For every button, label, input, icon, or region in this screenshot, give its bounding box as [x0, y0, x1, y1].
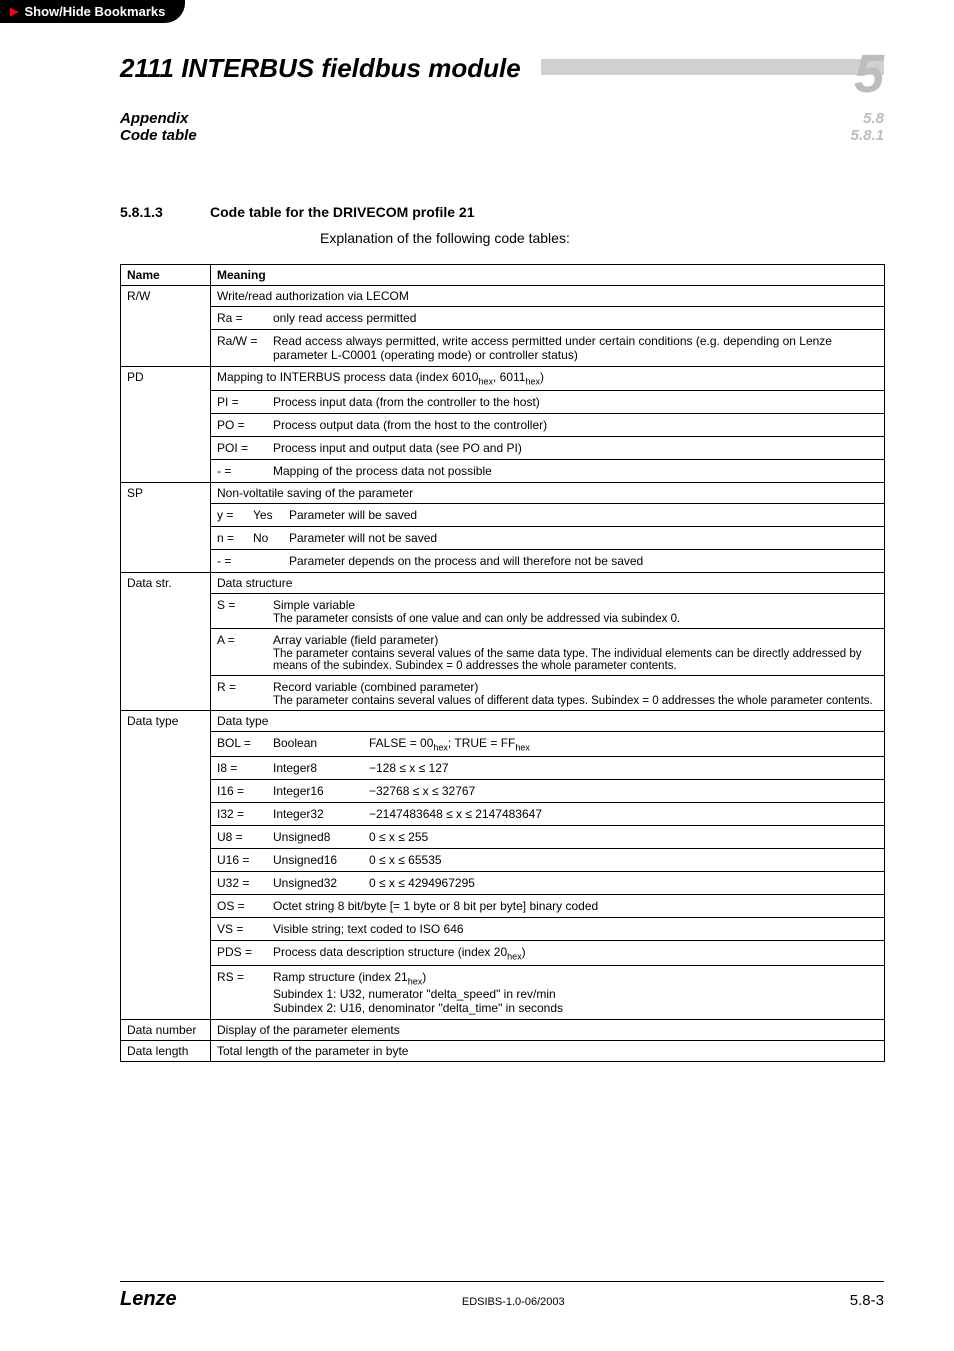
cell-meaning: Ra =only read access permitted [211, 307, 885, 330]
table-row: SP Non-voltatile saving of the parameter [121, 482, 885, 503]
cell-name: R/W [121, 286, 211, 367]
sub-header: Appendix Code table 5.8 5.8.1 [120, 110, 884, 144]
cell-meaning: U16 =Unsigned160 ≤ x ≤ 65535 [211, 848, 885, 871]
cell-meaning: PO =Process output data (from the host t… [211, 413, 885, 436]
table-row: Data length Total length of the paramete… [121, 1040, 885, 1061]
cell-meaning: n =NoParameter will not be saved [211, 526, 885, 549]
cell-name: Data number [121, 1019, 211, 1040]
page-content: 2111 INTERBUS fieldbus module 5 Appendix… [0, 23, 954, 1062]
table-header-row: Name Meaning [121, 265, 885, 286]
cell-meaning: OS =Octet string 8 bit/byte [= 1 byte or… [211, 894, 885, 917]
table-row: - =Mapping of the process data not possi… [121, 459, 885, 482]
cell-meaning: R =Record variable (combined parameter)T… [211, 675, 885, 710]
cell-meaning: Total length of the parameter in byte [211, 1040, 885, 1061]
sub-left: Appendix Code table [120, 110, 197, 144]
cell-header: Mapping to INTERBUS process data (index … [211, 367, 885, 390]
cell-meaning: U32 =Unsigned320 ≤ x ≤ 4294967295 [211, 871, 885, 894]
cell-meaning: RS =Ramp structure (index 21hex)Subindex… [211, 966, 885, 1019]
table-row: y =YesParameter will be saved [121, 503, 885, 526]
cell-meaning: I16 =Integer16−32768 ≤ x ≤ 32767 [211, 779, 885, 802]
table-row: Ra/W =Read access always permitted, writ… [121, 330, 885, 367]
title-bar: 2111 INTERBUS fieldbus module 5 [120, 53, 884, 96]
table-row: I8 =Integer8−128 ≤ x ≤ 127 [121, 756, 885, 779]
table-row: Data str. Data structure [121, 572, 885, 593]
table-row: VS =Visible string; text coded to ISO 64… [121, 917, 885, 940]
code-table: Name Meaning R/W Write/read authorizatio… [120, 264, 885, 1062]
arrow-icon: ▶ [10, 5, 18, 18]
cell-meaning: Display of the parameter elements [211, 1019, 885, 1040]
cell-name: Data str. [121, 572, 211, 710]
page-footer: Lenze EDSIBS-1.0-06/2003 5.8-3 [120, 1281, 884, 1311]
cell-header: Data structure [211, 572, 885, 593]
table-row: PD Mapping to INTERBUS process data (ind… [121, 367, 885, 390]
cell-meaning: POI =Process input and output data (see … [211, 436, 885, 459]
table-row: U32 =Unsigned320 ≤ x ≤ 4294967295 [121, 871, 885, 894]
table-row: PI =Process input data (from the control… [121, 390, 885, 413]
chapter-number: 5 [848, 53, 884, 96]
footer-brand: Lenze [120, 1288, 177, 1311]
table-row: Data type Data type [121, 710, 885, 731]
bookmark-label: Show/Hide Bookmarks [24, 4, 165, 19]
section-heading: 5.8.1.3 Code table for the DRIVECOM prof… [120, 204, 884, 220]
explanation-text: Explanation of the following code tables… [320, 230, 884, 246]
cell-header: Non-voltatile saving of the parameter [211, 482, 885, 503]
th-meaning: Meaning [211, 265, 885, 286]
cell-meaning: y =YesParameter will be saved [211, 503, 885, 526]
cell-header: Data type [211, 710, 885, 731]
table-row: R/W Write/read authorization via LECOM [121, 286, 885, 307]
sub-right: 5.8 5.8.1 [851, 110, 884, 144]
table-row: PDS =Process data description structure … [121, 940, 885, 965]
table-row: POI =Process input and output data (see … [121, 436, 885, 459]
cell-meaning: I32 =Integer32−2147483648 ≤ x ≤ 21474836… [211, 802, 885, 825]
bookmark-toggle[interactable]: ▶ Show/Hide Bookmarks [0, 0, 185, 23]
table-row: U8 =Unsigned80 ≤ x ≤ 255 [121, 825, 885, 848]
table-row: S =Simple variableThe parameter consists… [121, 593, 885, 628]
cell-meaning: U8 =Unsigned80 ≤ x ≤ 255 [211, 825, 885, 848]
cell-meaning: BOL =BooleanFALSE = 00hex; TRUE = FFhex [211, 731, 885, 756]
footer-page: 5.8-3 [850, 1292, 884, 1309]
table-row: Ra =only read access permitted [121, 307, 885, 330]
table-row: PO =Process output data (from the host t… [121, 413, 885, 436]
cell-meaning: VS =Visible string; text coded to ISO 64… [211, 917, 885, 940]
table-row: Data number Display of the parameter ele… [121, 1019, 885, 1040]
footer-doc: EDSIBS-1.0-06/2003 [462, 1296, 565, 1308]
cell-meaning: A =Array variable (field parameter)The p… [211, 628, 885, 675]
cell-meaning: - =Parameter depends on the process and … [211, 549, 885, 572]
cell-name: Data length [121, 1040, 211, 1061]
table-row: n =NoParameter will not be saved [121, 526, 885, 549]
cell-name: PD [121, 367, 211, 482]
table-row: R =Record variable (combined parameter)T… [121, 675, 885, 710]
cell-name: Data type [121, 710, 211, 1019]
cell-meaning: Ra/W =Read access always permitted, writ… [211, 330, 885, 367]
section-title: Code table for the DRIVECOM profile 21 [210, 204, 474, 220]
main-title: 2111 INTERBUS fieldbus module [120, 53, 541, 84]
table-row: I16 =Integer16−32768 ≤ x ≤ 32767 [121, 779, 885, 802]
cell-meaning: PDS =Process data description structure … [211, 940, 885, 965]
cell-meaning: PI =Process input data (from the control… [211, 390, 885, 413]
table-row: A =Array variable (field parameter)The p… [121, 628, 885, 675]
cell-meaning: S =Simple variableThe parameter consists… [211, 593, 885, 628]
table-row: OS =Octet string 8 bit/byte [= 1 byte or… [121, 894, 885, 917]
section-number: 5.8.1.3 [120, 204, 210, 220]
codetable-label: Code table [120, 127, 197, 144]
table-row: BOL =BooleanFALSE = 00hex; TRUE = FFhex [121, 731, 885, 756]
cell-meaning: - =Mapping of the process data not possi… [211, 459, 885, 482]
table-row: - =Parameter depends on the process and … [121, 549, 885, 572]
sec-right-1: 5.8 [851, 110, 884, 127]
appendix-label: Appendix [120, 110, 197, 127]
cell-header: Write/read authorization via LECOM [211, 286, 885, 307]
table-row: U16 =Unsigned160 ≤ x ≤ 65535 [121, 848, 885, 871]
sec-right-2: 5.8.1 [851, 127, 884, 144]
cell-meaning: I8 =Integer8−128 ≤ x ≤ 127 [211, 756, 885, 779]
th-name: Name [121, 265, 211, 286]
code-table-wrap: Name Meaning R/W Write/read authorizatio… [120, 264, 884, 1062]
cell-name: SP [121, 482, 211, 572]
table-row: RS =Ramp structure (index 21hex)Subindex… [121, 966, 885, 1019]
table-row: I32 =Integer32−2147483648 ≤ x ≤ 21474836… [121, 802, 885, 825]
